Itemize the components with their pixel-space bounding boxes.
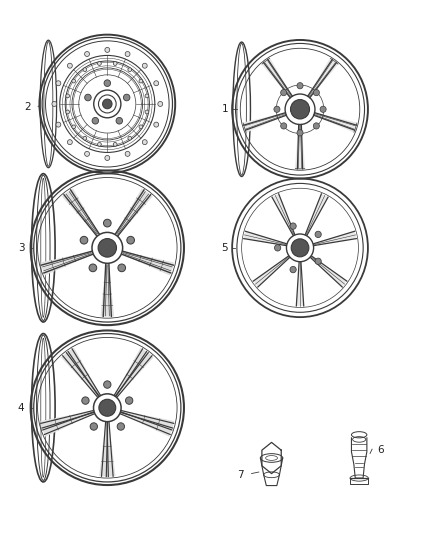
- Ellipse shape: [142, 63, 147, 68]
- Ellipse shape: [98, 62, 101, 66]
- Ellipse shape: [127, 236, 134, 244]
- Text: 7: 7: [237, 471, 244, 480]
- Ellipse shape: [72, 79, 76, 83]
- Ellipse shape: [98, 142, 101, 146]
- Ellipse shape: [99, 399, 116, 416]
- Ellipse shape: [72, 125, 76, 129]
- Ellipse shape: [297, 83, 303, 89]
- Polygon shape: [297, 262, 304, 306]
- Polygon shape: [62, 189, 99, 236]
- Text: 4: 4: [18, 403, 25, 413]
- Polygon shape: [295, 124, 305, 169]
- Polygon shape: [307, 58, 339, 98]
- Ellipse shape: [274, 106, 280, 112]
- Ellipse shape: [105, 47, 110, 52]
- Ellipse shape: [313, 90, 319, 96]
- Ellipse shape: [128, 68, 131, 71]
- Ellipse shape: [315, 231, 321, 238]
- Ellipse shape: [67, 140, 72, 144]
- Ellipse shape: [320, 106, 326, 112]
- Ellipse shape: [92, 117, 99, 124]
- Ellipse shape: [290, 223, 296, 229]
- Ellipse shape: [281, 90, 287, 96]
- Ellipse shape: [85, 52, 89, 56]
- Ellipse shape: [125, 151, 130, 156]
- Polygon shape: [243, 112, 286, 133]
- Ellipse shape: [158, 101, 162, 107]
- Ellipse shape: [82, 397, 89, 405]
- Ellipse shape: [66, 94, 70, 98]
- Polygon shape: [42, 412, 94, 437]
- Ellipse shape: [124, 94, 130, 101]
- Ellipse shape: [154, 122, 159, 127]
- Polygon shape: [99, 422, 109, 477]
- Ellipse shape: [83, 136, 87, 140]
- Ellipse shape: [145, 110, 149, 114]
- Ellipse shape: [290, 266, 296, 273]
- Ellipse shape: [105, 156, 110, 160]
- Ellipse shape: [125, 52, 130, 56]
- Ellipse shape: [290, 100, 310, 119]
- Ellipse shape: [116, 117, 123, 124]
- Ellipse shape: [313, 123, 319, 129]
- Ellipse shape: [56, 122, 61, 127]
- Polygon shape: [66, 348, 100, 396]
- Polygon shape: [106, 422, 116, 477]
- Ellipse shape: [145, 94, 149, 98]
- Polygon shape: [314, 112, 357, 133]
- Ellipse shape: [275, 245, 281, 251]
- Ellipse shape: [154, 81, 159, 86]
- Ellipse shape: [128, 136, 131, 140]
- Ellipse shape: [90, 423, 98, 430]
- Polygon shape: [120, 412, 173, 437]
- Polygon shape: [100, 264, 114, 317]
- Text: 1: 1: [222, 104, 229, 114]
- Polygon shape: [122, 251, 174, 276]
- Ellipse shape: [142, 140, 147, 144]
- Ellipse shape: [113, 62, 117, 66]
- Ellipse shape: [85, 94, 91, 101]
- Ellipse shape: [56, 81, 61, 86]
- Ellipse shape: [104, 80, 110, 86]
- Polygon shape: [311, 256, 347, 287]
- Ellipse shape: [52, 101, 57, 107]
- Text: 2: 2: [24, 102, 31, 111]
- Ellipse shape: [297, 130, 303, 136]
- Ellipse shape: [83, 68, 87, 71]
- Ellipse shape: [139, 79, 143, 83]
- Polygon shape: [116, 189, 153, 236]
- Polygon shape: [305, 194, 328, 235]
- Polygon shape: [244, 231, 286, 246]
- Polygon shape: [121, 410, 174, 430]
- Ellipse shape: [291, 239, 309, 257]
- Polygon shape: [253, 256, 290, 287]
- Ellipse shape: [139, 125, 143, 129]
- Polygon shape: [61, 351, 99, 397]
- Ellipse shape: [67, 63, 72, 68]
- Text: 5: 5: [221, 243, 228, 253]
- Ellipse shape: [113, 142, 117, 146]
- Polygon shape: [114, 348, 148, 396]
- Ellipse shape: [80, 236, 88, 244]
- Text: 6: 6: [377, 446, 384, 455]
- Ellipse shape: [104, 381, 111, 388]
- Polygon shape: [272, 194, 295, 235]
- Ellipse shape: [85, 151, 89, 156]
- Polygon shape: [314, 231, 357, 246]
- Ellipse shape: [126, 397, 133, 405]
- Ellipse shape: [103, 219, 111, 227]
- Polygon shape: [40, 410, 94, 430]
- Ellipse shape: [118, 264, 126, 272]
- Ellipse shape: [117, 423, 124, 430]
- Polygon shape: [261, 58, 293, 98]
- Ellipse shape: [98, 239, 117, 257]
- Ellipse shape: [315, 258, 321, 264]
- Text: 3: 3: [18, 243, 25, 253]
- Polygon shape: [41, 251, 92, 276]
- Polygon shape: [116, 351, 154, 397]
- Ellipse shape: [281, 123, 287, 129]
- Ellipse shape: [89, 264, 97, 272]
- Ellipse shape: [66, 110, 70, 114]
- Ellipse shape: [102, 99, 112, 109]
